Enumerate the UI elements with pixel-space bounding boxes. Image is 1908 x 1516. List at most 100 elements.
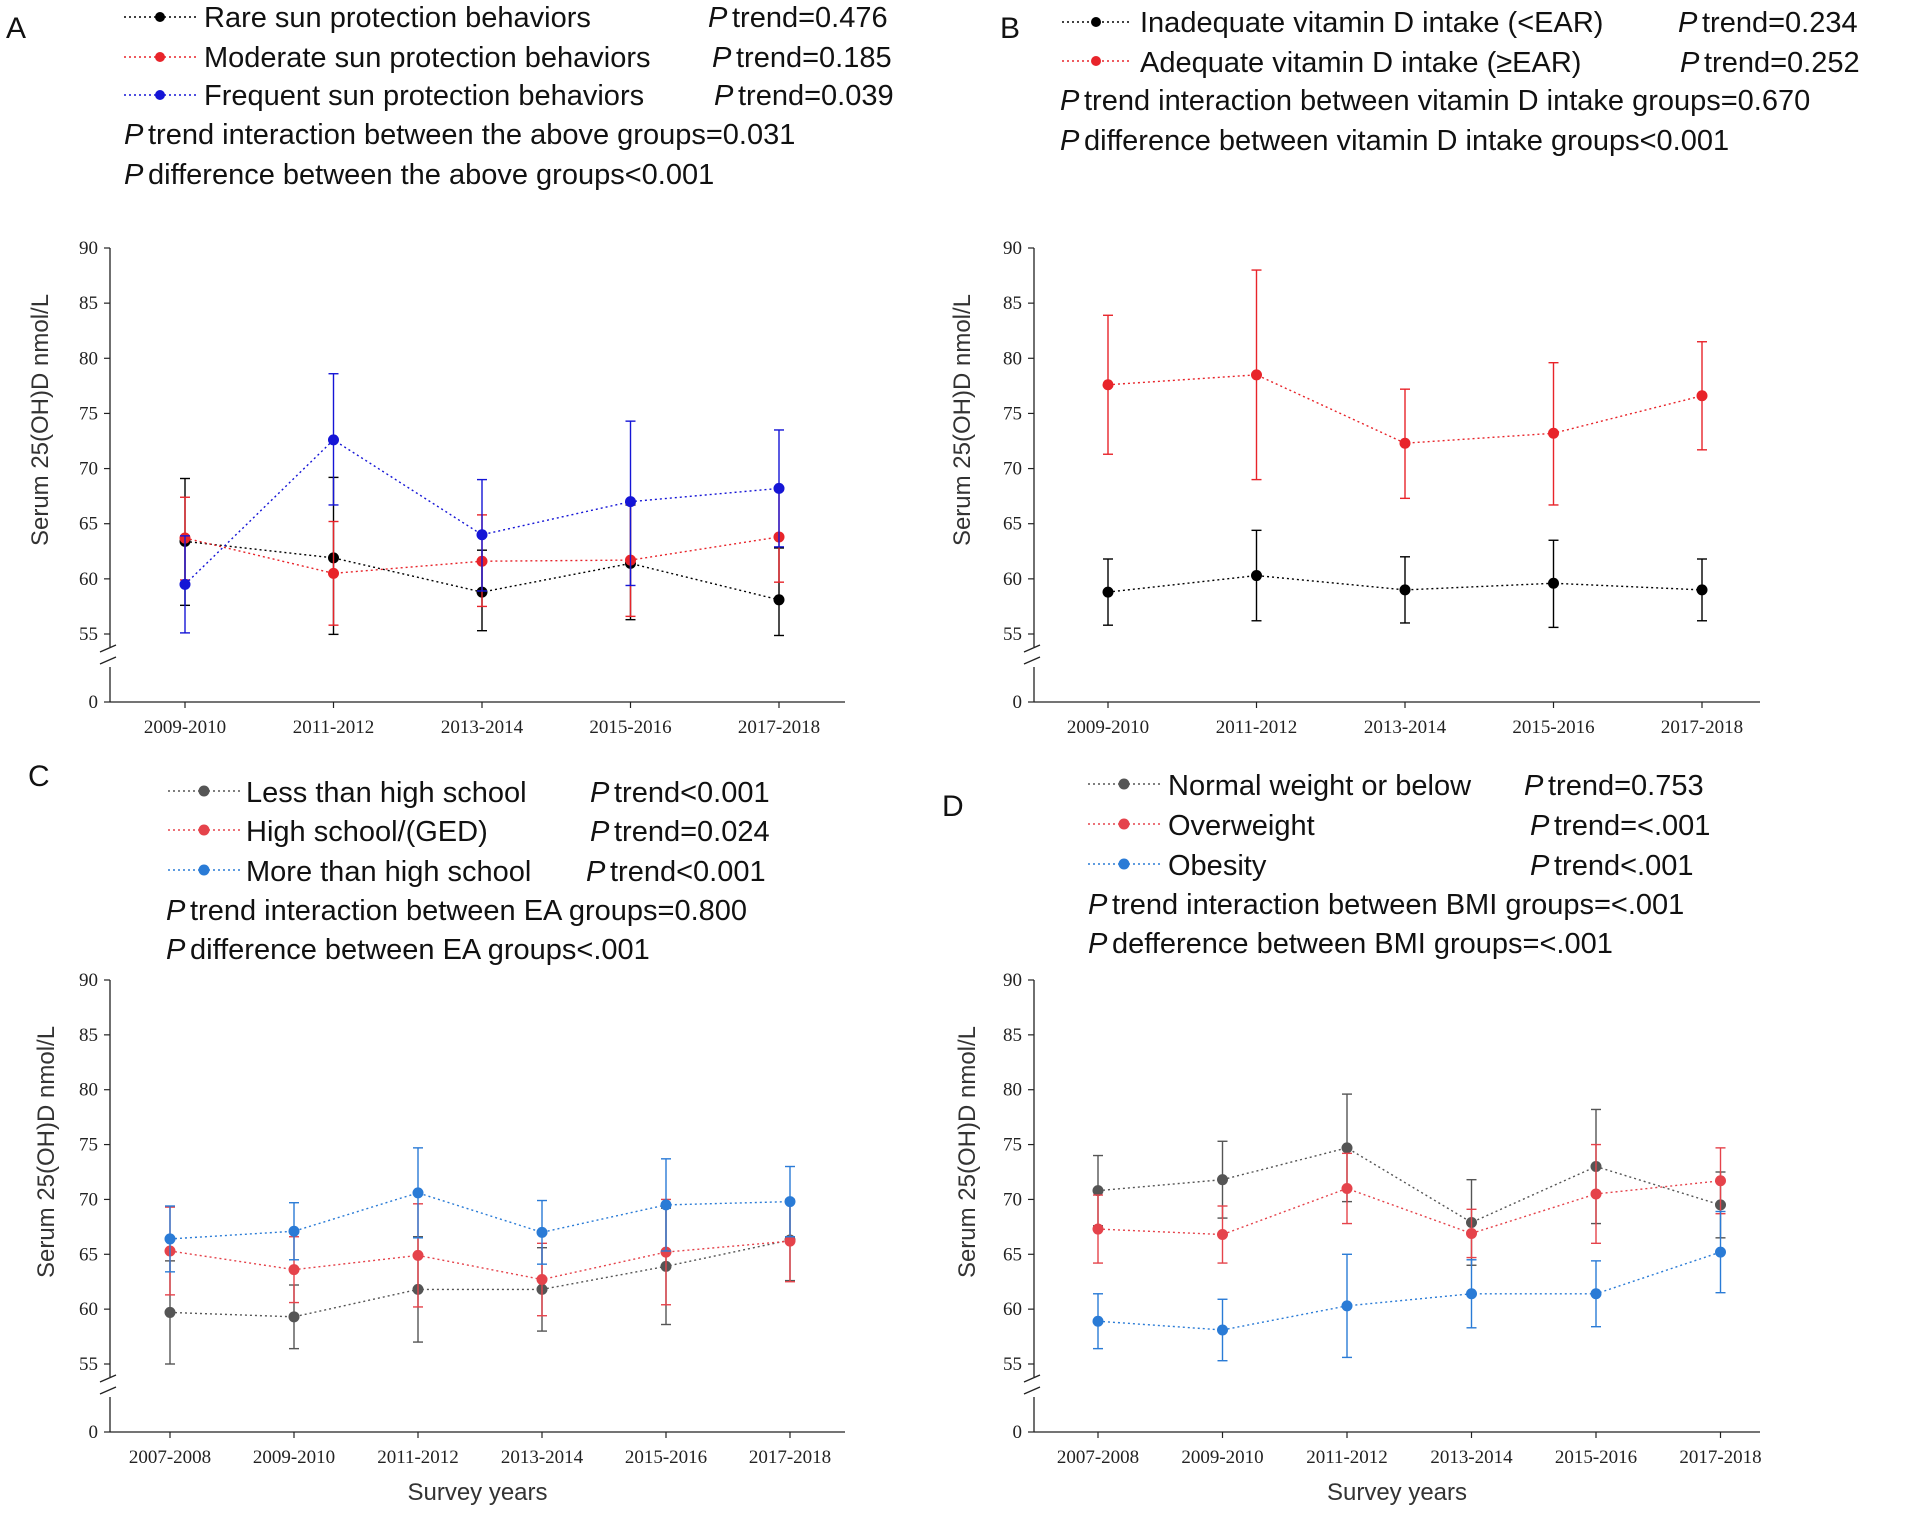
legend-p-value: trend<0.001 bbox=[610, 856, 766, 888]
x-tick-label: 2011-2012 bbox=[1216, 717, 1298, 738]
legend-p-symbol: P bbox=[1530, 850, 1550, 882]
series-2 bbox=[1102, 269, 1708, 506]
data-point bbox=[1092, 1315, 1104, 1327]
data-point bbox=[536, 1274, 548, 1286]
legend-label: More than high school bbox=[246, 856, 531, 888]
series-line bbox=[169, 1192, 791, 1240]
legend-label: Moderate sun protection behaviors bbox=[204, 42, 651, 74]
y-tick-label: 55 bbox=[1003, 624, 1022, 645]
data-point bbox=[164, 1233, 176, 1245]
y-tick-label: 80 bbox=[79, 1080, 98, 1101]
y-tick-label: 0 bbox=[1013, 1422, 1023, 1443]
note-text: trend interaction between vitamin D inta… bbox=[1084, 85, 1810, 117]
x-tick-label: 2013-2014 bbox=[1430, 1447, 1513, 1468]
note-p-symbol: P bbox=[166, 934, 186, 966]
series-3 bbox=[179, 373, 785, 634]
data-point bbox=[1092, 1223, 1104, 1235]
data-point bbox=[1341, 1142, 1353, 1154]
y-tick-label: 65 bbox=[1003, 514, 1022, 535]
axis-break-mark bbox=[99, 644, 117, 653]
x-tick-label: 2007-2008 bbox=[129, 1447, 211, 1468]
y-tick-label: 90 bbox=[1003, 238, 1022, 259]
panel-c-legend: Less than high school P trend<0.001 High… bbox=[166, 777, 770, 966]
legend-swatch-marker bbox=[198, 785, 210, 797]
legend-p-value: trend=0.024 bbox=[614, 816, 770, 848]
legend-p-value: trend=0.476 bbox=[732, 2, 888, 34]
y-tick-label: 90 bbox=[79, 238, 98, 259]
x-tick-label: 2017-2018 bbox=[1679, 1447, 1761, 1468]
data-point bbox=[784, 1235, 796, 1247]
series-1 bbox=[1102, 529, 1708, 629]
note-p-symbol: P bbox=[166, 895, 186, 927]
legend-p-symbol: P bbox=[1530, 810, 1550, 842]
data-point bbox=[1399, 584, 1411, 596]
note-p-symbol: P bbox=[1060, 125, 1080, 157]
note-p-symbol: P bbox=[124, 159, 144, 191]
series-1 bbox=[1092, 1093, 1726, 1266]
axis-break-mark bbox=[1023, 1386, 1041, 1395]
legend-swatch-marker bbox=[1118, 858, 1130, 870]
legend-swatch-marker bbox=[1118, 818, 1130, 830]
x-tick-label: 2015-2016 bbox=[625, 1447, 707, 1468]
x-tick-label: 2009-2010 bbox=[144, 717, 226, 738]
legend-swatch-marker bbox=[155, 52, 165, 62]
data-point bbox=[1696, 584, 1708, 596]
data-point bbox=[1466, 1227, 1477, 1239]
axis-break-mark bbox=[1023, 644, 1041, 653]
chart-d: 0 55 60 65 70 75 80 85 90 2007-2008 2009-2010 2011-… bbox=[954, 970, 1762, 1506]
y-tick-label: 65 bbox=[1003, 1244, 1022, 1265]
y-axis-label: Serum 25(OH)D nmol/L bbox=[33, 1026, 60, 1278]
note-p-symbol: P bbox=[1060, 85, 1080, 117]
data-point bbox=[328, 567, 339, 579]
y-tick-label: 80 bbox=[79, 348, 98, 369]
x-tick-label: 2017-2018 bbox=[738, 717, 820, 738]
y-tick-label: 75 bbox=[1003, 1135, 1022, 1156]
y-tick-label: 85 bbox=[1003, 1025, 1022, 1046]
data-point bbox=[288, 1225, 300, 1237]
y-axis-label: Serum 25(OH)D nmol/L bbox=[954, 1026, 981, 1278]
legend-p-symbol: P bbox=[590, 777, 610, 809]
note-p-symbol: P bbox=[124, 119, 144, 151]
x-tick-label: 2009-2010 bbox=[253, 1447, 335, 1468]
legend-p-symbol: P bbox=[1680, 47, 1700, 79]
x-tick-label: 2015-2016 bbox=[1555, 1447, 1637, 1468]
note-text: difference between the above groups<0.00… bbox=[148, 159, 714, 191]
note-text: defference between BMI groups=<.001 bbox=[1112, 928, 1613, 960]
legend-p-value: trend=0.252 bbox=[1704, 47, 1860, 79]
y-tick-label: 70 bbox=[79, 1189, 98, 1210]
y-tick-label: 0 bbox=[89, 692, 99, 713]
legend-p-value: trend<0.001 bbox=[614, 777, 770, 809]
series-2 bbox=[1092, 1143, 1726, 1264]
axis-break-mark bbox=[99, 1374, 117, 1383]
data-point bbox=[625, 496, 636, 508]
data-point bbox=[328, 434, 339, 446]
y-tick-label: 55 bbox=[79, 1354, 98, 1375]
data-point bbox=[1548, 577, 1559, 589]
data-point bbox=[179, 578, 191, 590]
x-tick-label: 2009-2010 bbox=[1067, 717, 1149, 738]
y-tick-label: 80 bbox=[1003, 1080, 1022, 1101]
y-tick-label: 60 bbox=[1003, 1299, 1022, 1320]
y-tick-label: 70 bbox=[1003, 1189, 1022, 1210]
legend-label: Less than high school bbox=[246, 777, 527, 809]
data-point bbox=[1102, 379, 1114, 391]
legend-p-symbol: P bbox=[714, 80, 734, 112]
legend-p-symbol: P bbox=[708, 2, 728, 34]
legend-label: Frequent sun protection behaviors bbox=[204, 80, 644, 112]
x-tick-label: 2015-2016 bbox=[1512, 717, 1594, 738]
data-point bbox=[1092, 1185, 1104, 1197]
legend-label: Normal weight or below bbox=[1168, 770, 1472, 802]
data-point bbox=[773, 482, 785, 494]
y-tick-label: 60 bbox=[79, 1299, 98, 1320]
series-line bbox=[184, 439, 780, 585]
x-tick-label: 2013-2014 bbox=[441, 717, 524, 738]
data-point bbox=[660, 1199, 672, 1211]
note-text: difference between vitamin D intake grou… bbox=[1084, 125, 1729, 157]
note-text: trend interaction between the above grou… bbox=[148, 119, 795, 151]
data-point bbox=[1590, 1188, 1602, 1200]
series-1 bbox=[164, 1198, 796, 1365]
panel-a-label: A bbox=[6, 12, 26, 45]
data-point bbox=[784, 1196, 796, 1208]
series-line bbox=[169, 1240, 791, 1281]
y-tick-label: 55 bbox=[1003, 1354, 1022, 1375]
